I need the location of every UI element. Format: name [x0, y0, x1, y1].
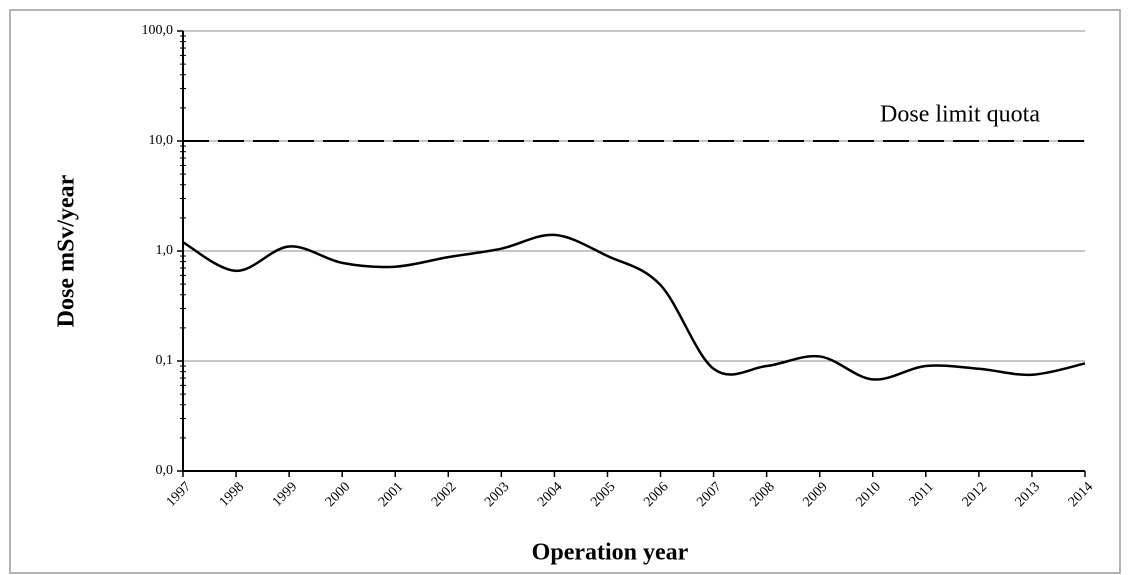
y-axis-label: Dose mSv/year — [54, 174, 80, 327]
chart-frame — [9, 9, 1121, 574]
data-line — [182, 233, 1086, 381]
y-tick-label: 1,0 — [156, 243, 174, 258]
y-tick-label: 10,0 — [149, 133, 174, 148]
y-tick-label: 0,1 — [156, 353, 174, 368]
y-tick-label: 0,0 — [156, 463, 174, 478]
y-tick-label: 100,0 — [142, 23, 174, 38]
x-axis-label: Operation year — [532, 540, 689, 566]
reference-label: Dose limit quota — [880, 102, 1040, 128]
